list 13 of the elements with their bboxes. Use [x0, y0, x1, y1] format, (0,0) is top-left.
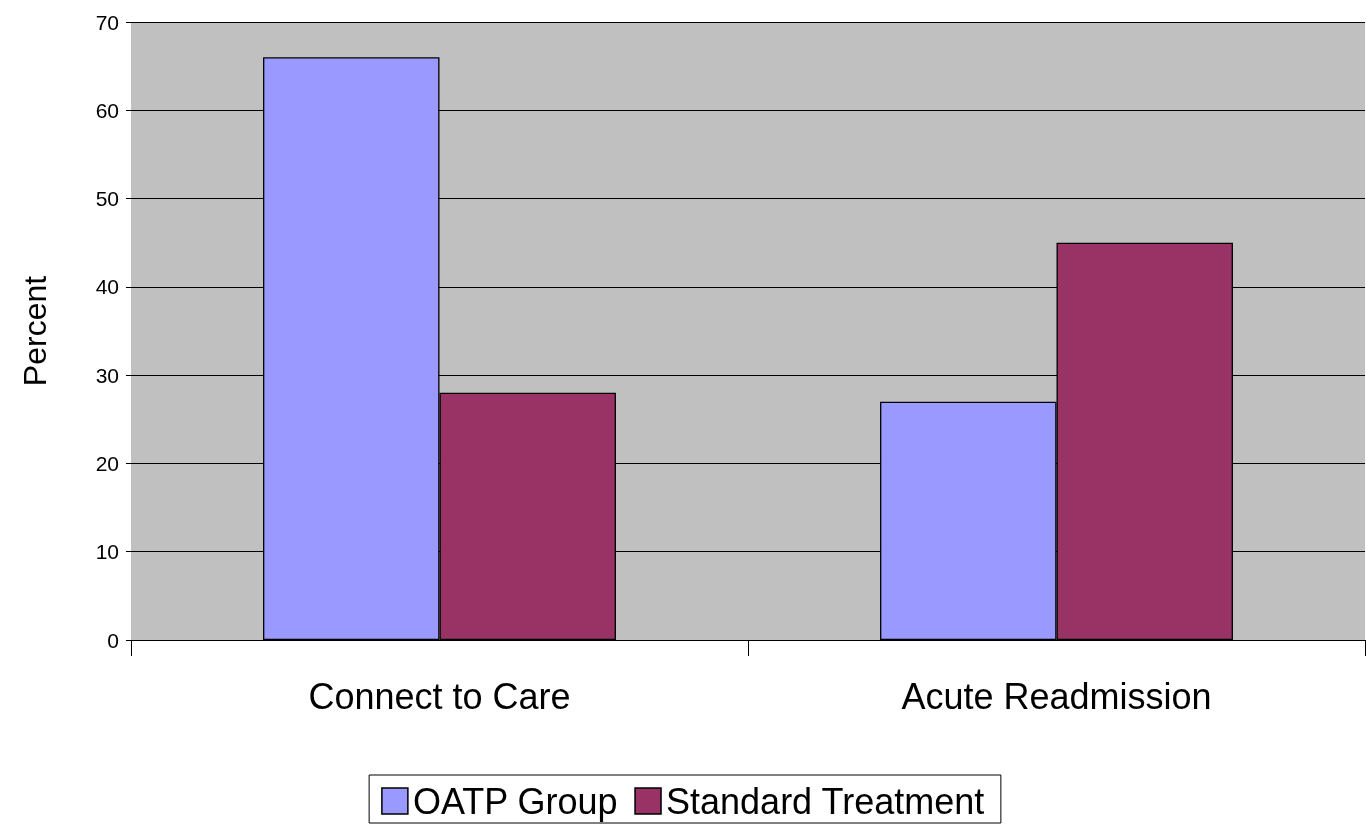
x-tick-label: Acute Readmission [901, 675, 1212, 717]
legend-label: Standard Treatment [666, 780, 985, 822]
legend-label: OATP Group [412, 780, 618, 822]
y-tick-label: 0 [107, 628, 119, 652]
y-tick-label: 40 [95, 275, 119, 299]
y-tick-label: 60 [95, 98, 119, 122]
y-axis-title: Percent [17, 275, 53, 387]
x-tick-label: Connect to Care [308, 675, 571, 717]
y-tick-label: 10 [95, 540, 119, 564]
y-tick-label: 20 [95, 451, 119, 475]
y-tick-label: 50 [95, 187, 119, 211]
y-tick-label: 70 [95, 10, 119, 34]
y-tick-label: 30 [95, 363, 119, 387]
